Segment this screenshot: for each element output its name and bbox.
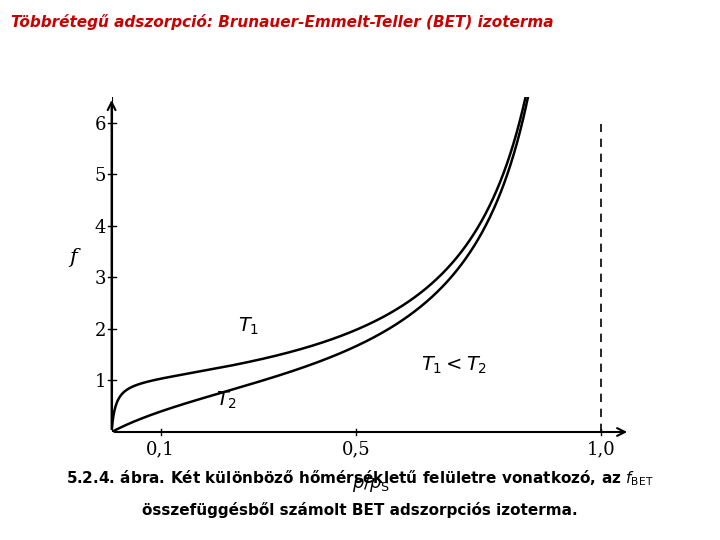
- Text: $T_2$: $T_2$: [216, 389, 237, 411]
- Text: f: f: [69, 248, 76, 267]
- Text: összefüggésből számolt BET adszorpciós izoterma.: összefüggésből számolt BET adszorpciós i…: [142, 502, 578, 518]
- Text: $p/p_{\rm S}$: $p/p_{\rm S}$: [351, 474, 390, 495]
- Text: $T_1 < T_2$: $T_1 < T_2$: [420, 354, 487, 376]
- Text: 5.2.4. ábra. Két különböző hőmérsékletű felületre vonatkozó, az $f_{\rm BET}$: 5.2.4. ábra. Két különböző hőmérsékletű …: [66, 468, 654, 488]
- Text: $T_1$: $T_1$: [238, 316, 259, 337]
- Text: Többrétegű adszorpció: Brunauer-Emmelt-Teller (BET) izoterma: Többrétegű adszorpció: Brunauer-Emmelt-T…: [11, 14, 553, 30]
